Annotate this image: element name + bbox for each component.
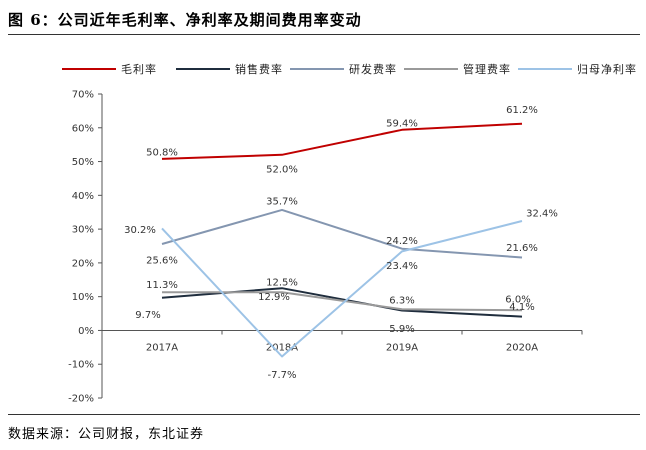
- footer-rule: [8, 414, 640, 415]
- series-lines: [161, 122, 523, 358]
- legend: 毛利率 销售费率 研发费率 管理费率 归母净利率: [62, 62, 637, 76]
- data-label: 24.2%: [386, 236, 418, 247]
- y-tick-label: -20%: [68, 394, 94, 405]
- data-label: 52.0%: [266, 164, 298, 175]
- axes: -20% -10% 0% 10% 20% 30% 40% 50% 60% 70% 2017A 2018…: [68, 90, 583, 405]
- data-label: 59.4%: [386, 118, 418, 129]
- y-tick-label: -10%: [68, 360, 94, 371]
- y-tick-label: 70%: [72, 90, 94, 101]
- legend-label: 销售费率: [235, 62, 283, 76]
- y-tick-label: 60%: [72, 123, 94, 134]
- data-label: 12.9%: [258, 292, 290, 303]
- series-line: [161, 122, 523, 160]
- legend-label: 毛利率: [121, 62, 157, 76]
- y-tick-label: 40%: [72, 191, 94, 202]
- data-label: 25.6%: [146, 255, 178, 266]
- data-label: 5.9%: [389, 324, 414, 335]
- data-label: 35.7%: [266, 196, 298, 207]
- data-label: 21.6%: [506, 243, 538, 254]
- y-tick-label: 30%: [72, 225, 94, 236]
- y-tick-label: 20%: [72, 258, 94, 269]
- y-tick-label: 0%: [78, 326, 94, 337]
- series-line: [162, 291, 523, 312]
- data-label: 61.2%: [506, 105, 538, 116]
- series-line: [161, 220, 523, 358]
- data-label: 4.1%: [509, 302, 534, 313]
- figure-title: 图 6：公司近年毛利率、净利率及期间费用率变动: [8, 11, 362, 29]
- x-tick-label: 2018A: [266, 342, 298, 353]
- legend-label: 归母净利率: [577, 62, 637, 76]
- legend-label: 研发费率: [349, 62, 397, 76]
- legend-label: 管理费率: [463, 62, 511, 76]
- data-label: 11.3%: [146, 280, 178, 291]
- title-rule: [8, 34, 640, 35]
- data-label: 23.4%: [386, 261, 418, 272]
- series-line: [161, 208, 523, 259]
- data-label: 30.2%: [124, 225, 156, 236]
- x-tick-label: 2017A: [146, 342, 178, 353]
- y-tick-label: 50%: [72, 157, 94, 168]
- data-label: 32.4%: [526, 209, 558, 220]
- y-tick-label: 10%: [72, 292, 94, 303]
- data-label: 6.3%: [389, 296, 414, 307]
- data-labels: 50.8% 52.0% 59.4% 61.2% 9.7% 12.5% 5.9% 4.1% 25.…: [124, 105, 558, 381]
- x-tick-label: 2019A: [386, 342, 418, 353]
- x-tick-label: 2020A: [506, 342, 538, 353]
- data-label: -7.7%: [267, 370, 296, 381]
- data-label: 9.7%: [135, 310, 160, 321]
- source-note: 数据来源：公司财报，东北证券: [8, 427, 205, 442]
- data-label: 12.5%: [266, 278, 298, 289]
- data-label: 50.8%: [146, 147, 178, 158]
- data-label: 6.0%: [505, 295, 530, 306]
